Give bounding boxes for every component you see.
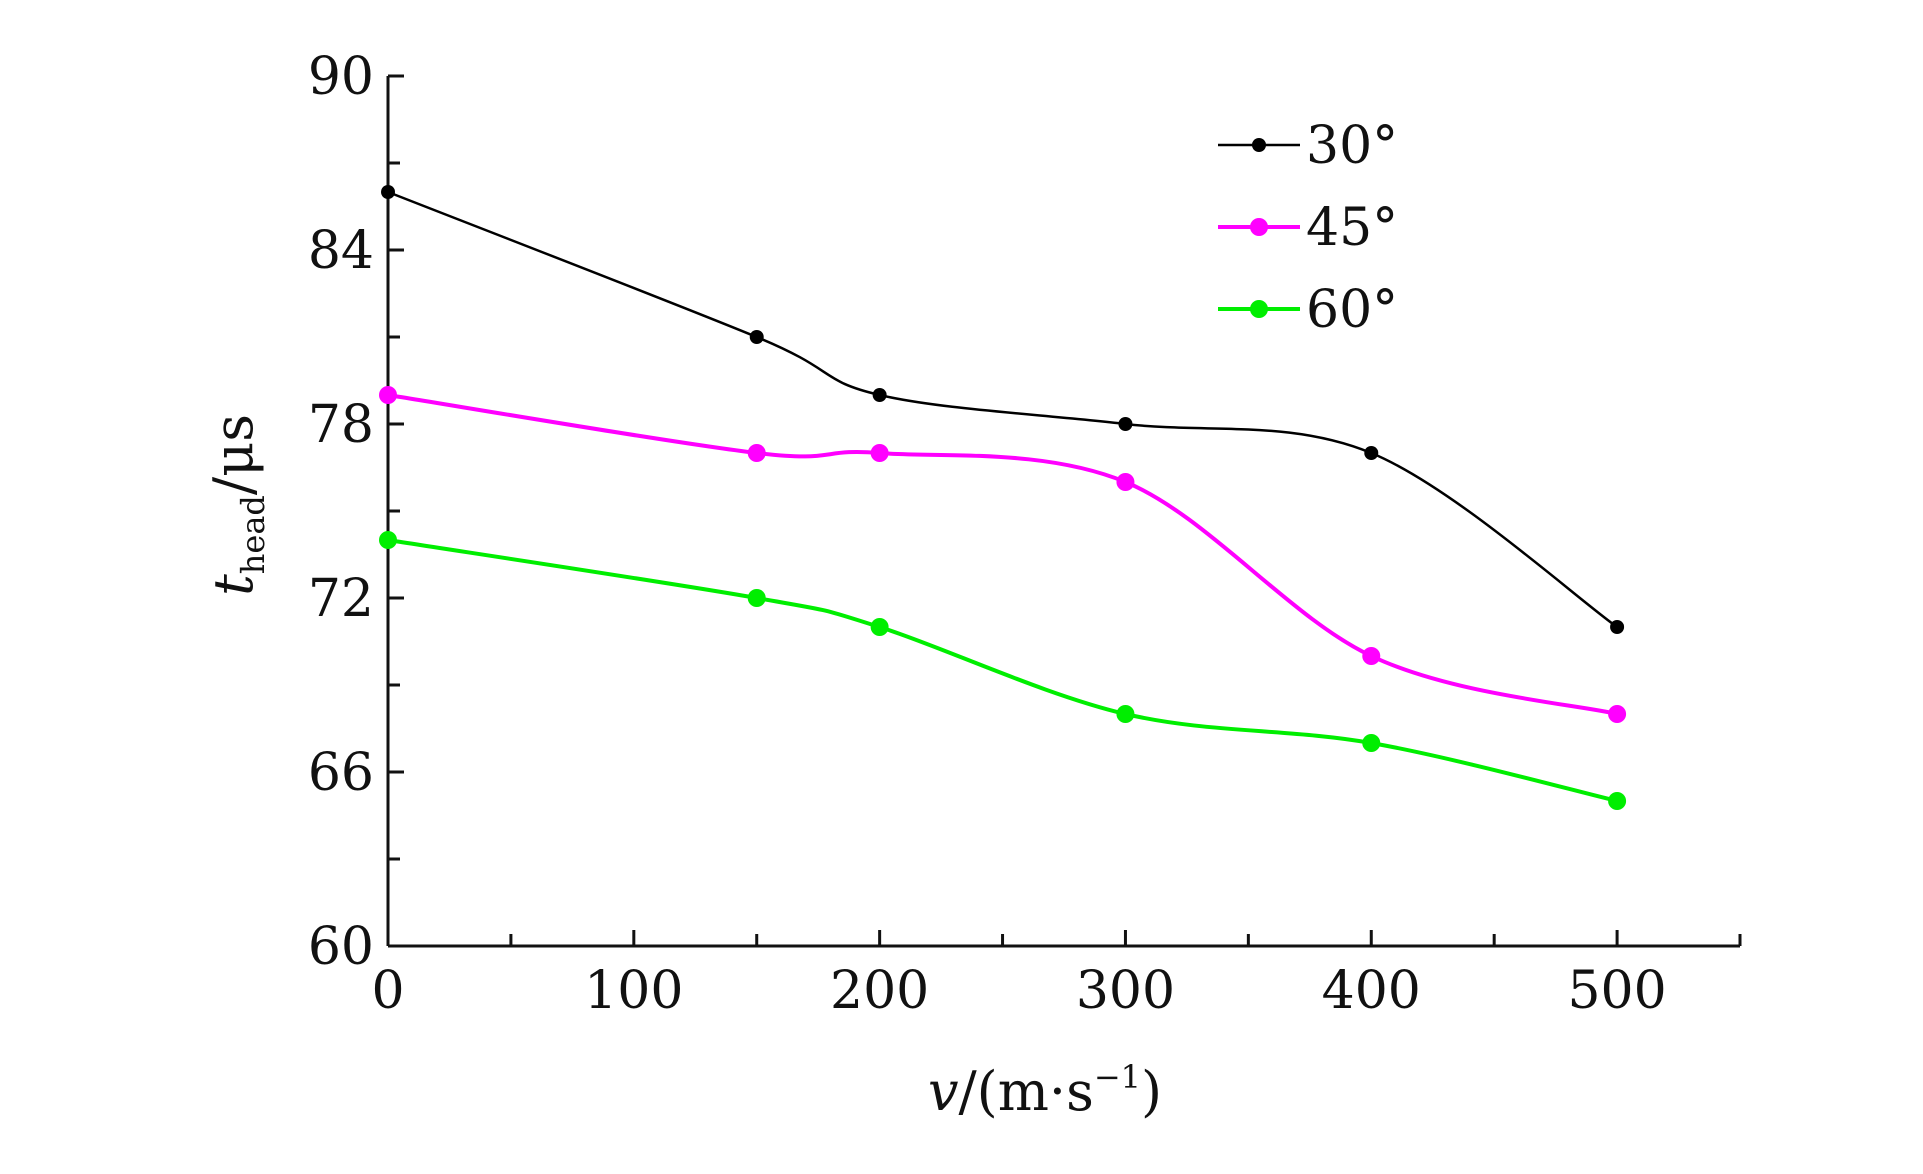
x-tick-label: 400	[1322, 961, 1421, 1021]
legend-label: 30°	[1306, 116, 1398, 176]
data-point	[1364, 446, 1379, 460]
data-point	[747, 589, 766, 607]
series-2	[379, 386, 1627, 723]
series-layer	[379, 185, 1627, 810]
data-point	[1608, 792, 1627, 810]
data-point	[1362, 647, 1381, 665]
legend-label: 60°	[1306, 280, 1398, 340]
legend-marker	[1250, 218, 1268, 236]
data-point	[749, 330, 764, 344]
legend-item: 60°	[1218, 280, 1398, 340]
y-tick-label: 66	[308, 743, 374, 803]
data-point	[1118, 417, 1133, 431]
legend-marker	[1250, 300, 1268, 318]
data-point	[1362, 734, 1381, 752]
x-tick-label: 200	[830, 961, 929, 1021]
y-tick-label: 78	[308, 395, 374, 455]
legend-marker	[1252, 138, 1266, 152]
data-point	[872, 388, 887, 402]
x-tick-label: 300	[1076, 961, 1175, 1021]
series-line	[387, 538, 1618, 803]
y-tick-label: 84	[308, 221, 374, 281]
series-1	[381, 185, 1625, 634]
series-3	[379, 531, 1627, 810]
y-tick-label: 72	[308, 569, 374, 629]
data-point	[1116, 705, 1135, 723]
x-axis-title: v/(m·s−1)	[928, 1058, 1162, 1123]
data-point	[870, 444, 889, 462]
data-point	[379, 386, 397, 404]
axes: 60 66 72 78 84 90 0 100 200 300 400 500	[308, 47, 1742, 1021]
data-point	[379, 531, 397, 549]
series-line	[387, 393, 1618, 716]
x-tick-label: 0	[371, 961, 404, 1021]
series-line	[387, 190, 1618, 629]
legend-item: 45°	[1218, 198, 1398, 258]
legend-item: 30°	[1218, 116, 1398, 176]
y-axis-title: thead/μs	[202, 414, 272, 596]
x-tick-label: 500	[1567, 961, 1666, 1021]
legend: 30° 45° 60°	[1218, 116, 1398, 340]
data-point	[1116, 473, 1135, 491]
data-point	[381, 185, 395, 199]
data-point	[1610, 620, 1625, 634]
data-point	[870, 618, 889, 636]
x-tick-label: 100	[584, 961, 683, 1021]
data-point	[1608, 705, 1627, 723]
legend-label: 45°	[1306, 198, 1398, 258]
data-point	[747, 444, 766, 462]
y-tick-label: 60	[308, 917, 374, 977]
y-tick-label: 90	[308, 47, 374, 107]
